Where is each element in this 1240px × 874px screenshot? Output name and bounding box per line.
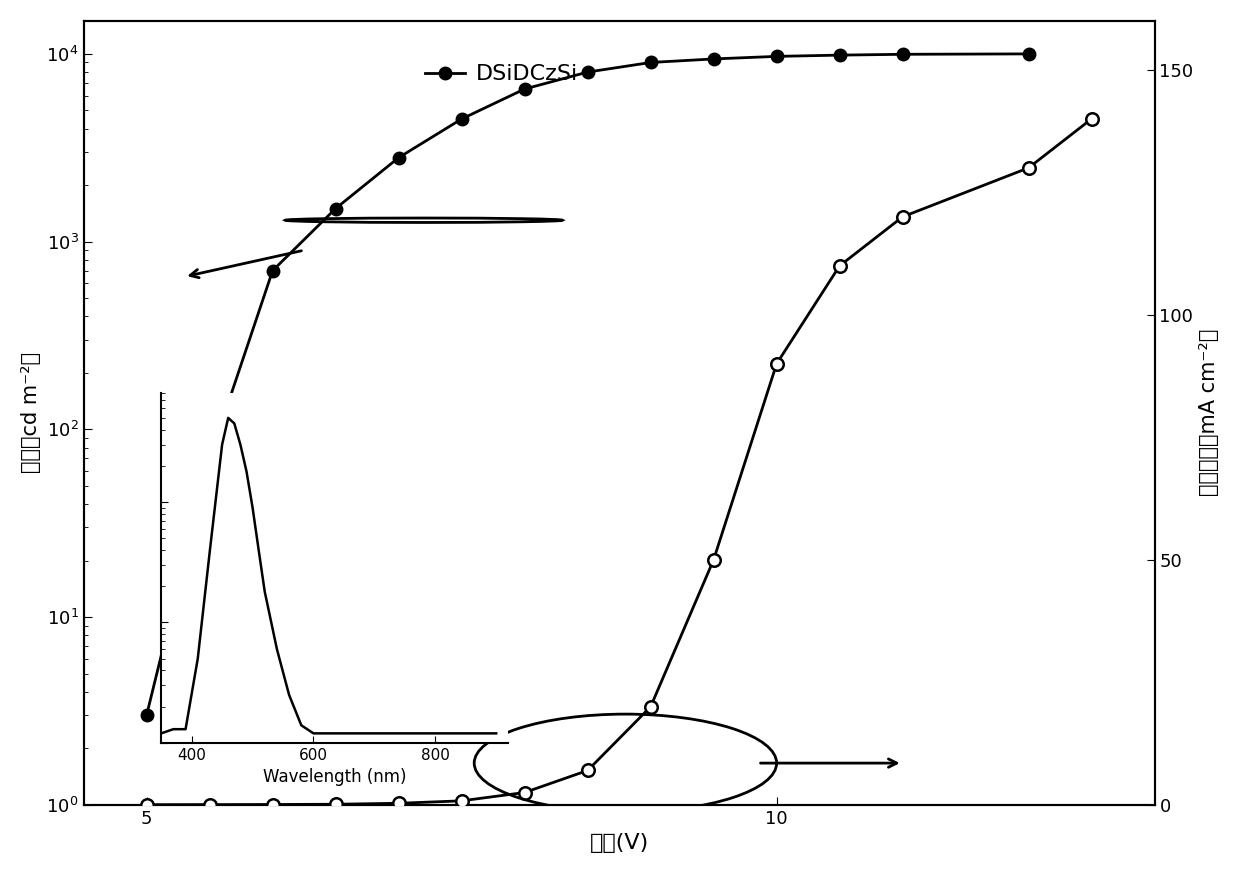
DSiDCzSi <box>454 114 469 124</box>
DSiDCzSi <box>329 204 343 214</box>
DSiDCzSi <box>391 152 405 163</box>
DSiDCzSi <box>265 266 280 276</box>
DSiDCzSi <box>832 50 847 60</box>
DSiDCzSi <box>580 66 595 77</box>
X-axis label: Wavelength (nm): Wavelength (nm) <box>263 768 407 787</box>
DSiDCzSi <box>517 84 532 94</box>
Line: DSiDCzSi: DSiDCzSi <box>140 48 1035 721</box>
DSiDCzSi <box>139 710 154 720</box>
Y-axis label: 亮度（cd m⁻²）: 亮度（cd m⁻²） <box>21 352 41 474</box>
DSiDCzSi <box>1022 49 1037 59</box>
DSiDCzSi <box>769 51 784 61</box>
DSiDCzSi <box>895 49 910 59</box>
Y-axis label: 电流密度（mA cm⁻²）: 电流密度（mA cm⁻²） <box>1199 329 1219 496</box>
DSiDCzSi <box>644 57 658 67</box>
DSiDCzSi <box>202 453 217 463</box>
Legend: DSiDCzSi: DSiDCzSi <box>415 55 588 94</box>
DSiDCzSi <box>706 53 720 64</box>
X-axis label: 电压(V): 电压(V) <box>589 833 649 853</box>
